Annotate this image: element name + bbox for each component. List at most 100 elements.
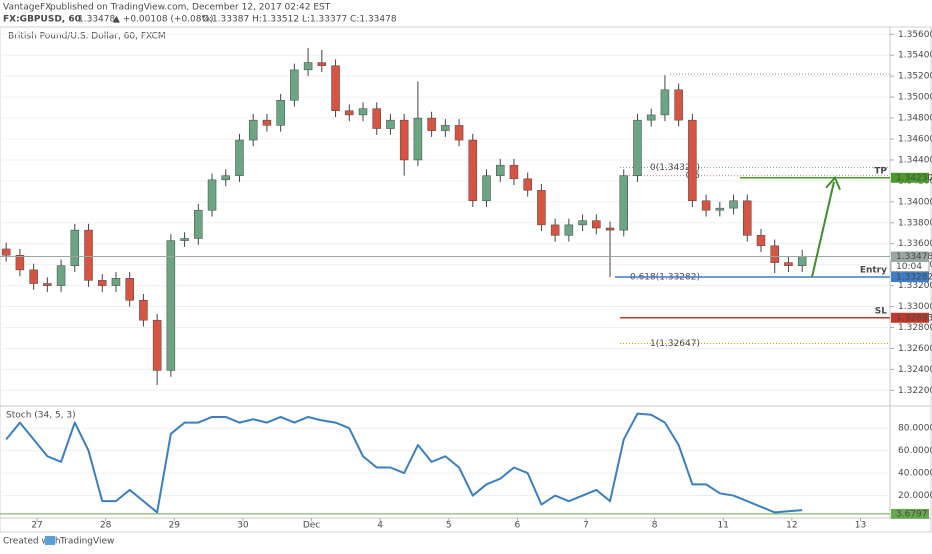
x-tick-label: 11 (718, 521, 729, 531)
candle-body (152, 319, 162, 371)
axis-price-tag (891, 172, 929, 183)
footer-created: Created with (3, 537, 61, 547)
candle-body (495, 164, 505, 176)
candle-body (139, 300, 148, 321)
axis-label: 3.6797 (896, 509, 928, 519)
candle-body (482, 175, 491, 202)
candle-body (194, 209, 203, 239)
arrow-head (825, 175, 841, 191)
stoch-title: Stoch (34, 5, 3) (6, 411, 76, 421)
candle-body (43, 283, 52, 286)
candle-body (743, 200, 752, 236)
candle-body (619, 175, 629, 231)
candle-body (427, 117, 436, 131)
fib-label: 0(1.34328) (650, 163, 700, 173)
candle-body (550, 224, 560, 236)
axis-price-tag (891, 251, 929, 262)
candle-body (166, 240, 176, 371)
candle-body (331, 65, 340, 111)
candle-body (770, 245, 779, 263)
level-name: SL (875, 306, 887, 316)
y-tick-label: 40.0000 (898, 469, 932, 479)
axis-price-label: 1.33478 (896, 252, 932, 262)
candle-body (509, 164, 519, 180)
candle-body (646, 114, 656, 121)
candle-body (235, 139, 244, 176)
axis-price-label: 1.33282 (896, 273, 932, 283)
y-tick-label: 1.34600 (898, 135, 932, 145)
candle-body (660, 89, 670, 116)
candle-body (1, 248, 11, 256)
x-tick-label: 27 (31, 521, 42, 531)
candle-body (248, 119, 258, 141)
x-tick-label: 13 (855, 521, 866, 531)
y-tick-label: 1.32600 (898, 344, 932, 354)
candle-body (317, 62, 327, 66)
candle-body (262, 119, 272, 126)
y-tick-label: 1.35200 (898, 72, 932, 82)
candle-body (345, 110, 354, 116)
y-tick-label: 60.0000 (898, 446, 932, 456)
axis-tag (891, 508, 929, 519)
x-tick-label: 28 (100, 521, 112, 531)
entry-to-tp-arrow (811, 181, 835, 278)
level-name: TP (874, 166, 887, 176)
symbol: FX:GBPUSD, 60 (3, 15, 81, 25)
candle-body (56, 265, 66, 286)
last-price: 1.33478 (78, 15, 115, 25)
candle-body (468, 139, 478, 202)
y-tick-label: 1.32200 (898, 386, 932, 396)
candle-body (756, 235, 766, 247)
candle-body (97, 280, 107, 286)
candle-body (111, 278, 121, 286)
candle-body (633, 119, 642, 176)
candle-body (221, 175, 231, 181)
candle-body (29, 269, 38, 284)
frame (0, 26, 932, 533)
candle-body (399, 119, 409, 161)
y-tick-label: 1.32800 (898, 323, 932, 333)
tv-logo (45, 536, 55, 545)
x-tick-label: 4 (377, 521, 383, 531)
y-tick-label: 1.34000 (898, 197, 932, 207)
candle-body (125, 278, 134, 301)
candle-body (207, 179, 217, 211)
x-tick-label: Dec (303, 521, 320, 531)
candle-body (454, 125, 464, 141)
y-tick-label: 1.35600 (898, 30, 932, 40)
candle-body (372, 108, 381, 129)
footer-brand[interactable]: TradingView (59, 537, 114, 547)
y-tick-label: 1.35000 (898, 93, 932, 103)
y-tick-label: 20.0000 (898, 491, 932, 501)
change: ▲ +0.00108 (+0.08%) (113, 15, 214, 25)
y-tick-label: 1.33000 (898, 302, 932, 312)
ohlc: O:1.33387 H:1.33512 L:1.33377 C:1.33478 (202, 15, 397, 25)
candle-body (578, 220, 587, 226)
y-tick-label: 1.34400 (898, 155, 932, 165)
candle-body (358, 108, 368, 116)
candle-body (180, 238, 189, 241)
stoch-line (5, 412, 803, 514)
candle-body (564, 224, 574, 236)
candle-body (523, 178, 532, 191)
candle-body (701, 200, 711, 211)
candle-body (674, 89, 683, 121)
candle-body (413, 117, 423, 161)
axis-price-label: 1.34230 (896, 173, 932, 183)
candle-body (537, 190, 546, 226)
y-tick-label: 1.35400 (898, 51, 932, 61)
candle-body (303, 62, 313, 71)
candle-body (15, 254, 25, 271)
candle-body (715, 207, 725, 211)
candle-body (605, 227, 615, 231)
y-tick-label: 1.33200 (898, 281, 932, 291)
publisher[interactable]: VantageFX (3, 3, 51, 13)
y-tick-label: 1.33600 (898, 239, 932, 249)
x-tick-label: 6 (515, 521, 521, 531)
y-tick-label: 1.34800 (898, 114, 932, 124)
countdown-tag (890, 261, 930, 273)
x-tick-label: 8 (652, 521, 658, 531)
candle-body (84, 229, 93, 281)
